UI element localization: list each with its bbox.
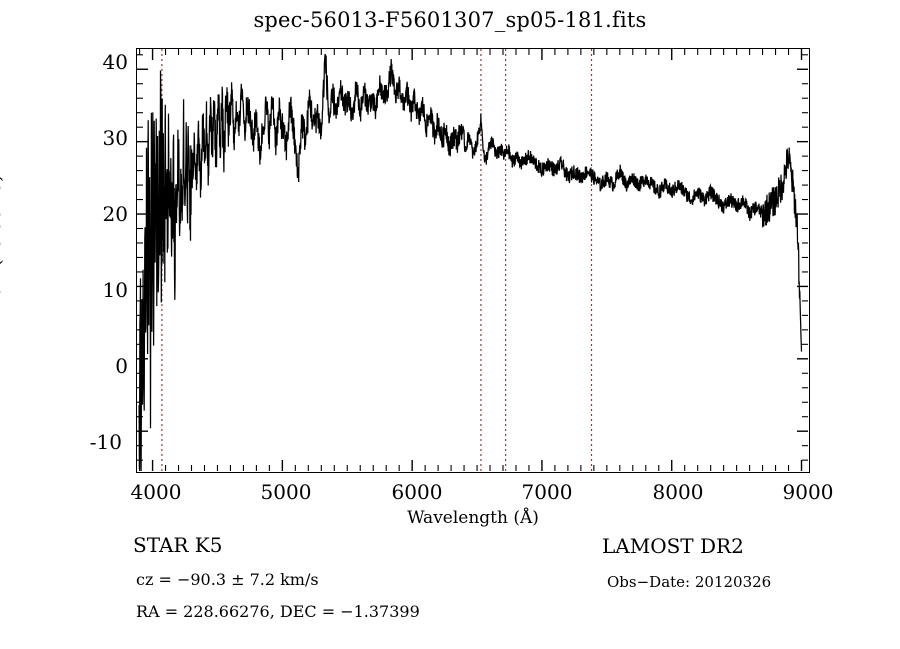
spectrum-plot <box>137 49 808 471</box>
x-tick-label-6000: 6000 <box>391 480 443 504</box>
y-tick-label-0: 0 <box>115 354 128 378</box>
x-tick-label-4000: 4000 <box>130 480 182 504</box>
redshift-velocity-label: cz = −90.3 ± 7.2 km/s <box>136 570 319 589</box>
y-tick-label-30: 30 <box>102 126 128 150</box>
y-tick-label-10: 10 <box>102 278 128 302</box>
object-type-label: STAR K5 <box>133 533 223 557</box>
coordinates-label: RA = 228.66276, DEC = −1.37399 <box>136 602 420 621</box>
y-tick-label-40: 40 <box>102 50 128 74</box>
plot-area[interactable] <box>136 48 810 473</box>
x-axis-label: Wavelength (Å) <box>407 508 539 528</box>
obs-date-label: Obs−Date: 20120326 <box>607 573 772 591</box>
page-title: spec-56013-F5601307_sp05-181.fits <box>253 8 647 32</box>
x-tick-label-9000: 9000 <box>782 480 834 504</box>
x-tick-label-7000: 7000 <box>521 480 573 504</box>
y-tick-label-20: 20 <box>102 202 128 226</box>
survey-label: LAMOST DR2 <box>602 534 744 558</box>
y-tick-label-minus10: -10 <box>89 430 122 454</box>
x-tick-label-5000: 5000 <box>260 480 312 504</box>
y-axis-label: Flux (relative) <box>0 174 5 318</box>
x-tick-label-8000: 8000 <box>652 480 704 504</box>
